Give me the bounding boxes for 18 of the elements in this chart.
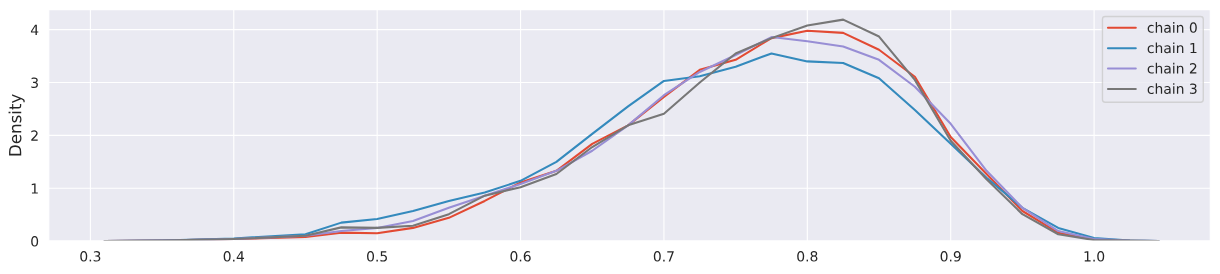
y-tick-label: 4 bbox=[30, 24, 39, 35]
y-axis-title: Density bbox=[8, 94, 25, 156]
x-tick-label: 0.8 bbox=[797, 251, 818, 262]
x-tick-label: 0.9 bbox=[940, 251, 961, 262]
legend-label: chain 0 bbox=[1147, 22, 1197, 33]
x-tick-label: 0.6 bbox=[510, 251, 531, 262]
legend-label: chain 1 bbox=[1147, 42, 1197, 54]
y-tick-label: 2 bbox=[31, 130, 38, 141]
y-tick-label: 1 bbox=[31, 183, 38, 194]
x-tick-label: 0.4 bbox=[223, 251, 245, 262]
legend-label: chain 2 bbox=[1147, 62, 1197, 74]
y-tick-label: 3 bbox=[31, 77, 38, 89]
legend-label: chain 3 bbox=[1147, 83, 1197, 94]
x-tick-label: 0.5 bbox=[367, 251, 387, 262]
x-tick-label: 0.7 bbox=[653, 251, 674, 262]
x-tick-label: 0.3 bbox=[80, 251, 101, 262]
y-tick-label: 0 bbox=[31, 236, 39, 247]
x-tick-label: 1.0 bbox=[1084, 251, 1105, 262]
